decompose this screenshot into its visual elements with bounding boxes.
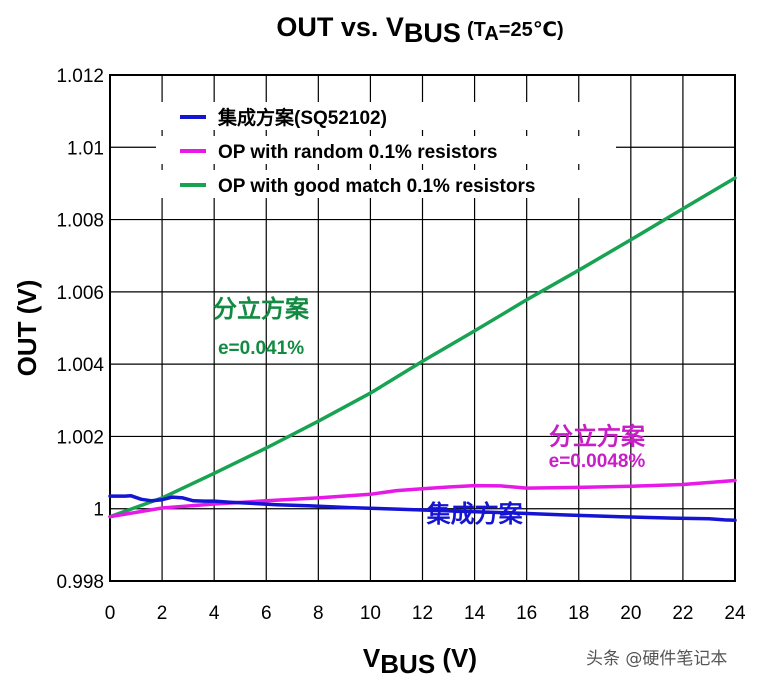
annotation-label: 分立方案 [549,422,646,450]
chart-title-subscript: BUS [404,18,461,48]
x-axis-label: VBUS (V) [363,643,477,679]
x-tick-label: 0 [105,603,116,624]
y-tick-label: 1 [93,500,104,521]
legend: 集成方案(SQ52102) OP with random 0.1% resisto… [156,102,616,198]
legend-bg [156,170,616,198]
x-tick-label: 12 [412,603,433,624]
x-tick-label: 2 [157,603,168,624]
y-axis-label: OUT (V) [12,280,42,377]
x-tick-label: 10 [360,603,381,624]
x-ticks: 0 2 4 6 8 10 12 14 16 18 20 22 24 [105,603,746,624]
chart-title-condition-rest: =25℃) [499,19,564,41]
y-ticks: 0.998 1 1.002 1.004 1.006 1.008 1.01 1.012 [56,66,104,593]
x-axis-label-main: V [363,643,381,673]
annotation-label: 集成方案 [426,500,524,528]
y-tick-label: 1.002 [56,427,104,448]
x-tick-label: 4 [209,603,220,624]
y-tick-label: 1.01 [67,138,104,159]
annotation-error: e=0.0048% [549,451,646,472]
y-tick-label: 1.006 [56,283,104,304]
series-group [108,176,737,523]
legend-bg [156,136,616,164]
x-tick-label: 8 [313,603,324,624]
x-axis-label-unit: (V) [435,643,477,673]
legend-label: 集成方案(SQ52102) [217,106,387,129]
chart-title-condition: (T [467,19,486,41]
y-tick-label: 1.004 [56,355,104,376]
legend-label: OP with random 0.1% resistors [218,142,497,163]
x-tick-label: 14 [464,603,486,624]
series-line-2 [108,176,737,519]
y-tick-label: 1.012 [56,66,104,87]
annotation-error: e=0.041% [218,338,304,359]
x-tick-label: 20 [620,603,641,624]
y-tick-label: 1.008 [56,211,104,232]
legend-bg [156,102,616,130]
legend-label: OP with good match 0.1% resistors [218,176,535,197]
chart-title-prefix: OUT vs. V [276,12,404,42]
watermark: 头条 @硬件笔记本 [586,649,728,669]
x-axis-label-subscript: BUS [380,649,435,679]
annotation-label: 分立方案 [213,295,310,323]
x-tick-label: 6 [261,603,272,624]
x-tick-label: 24 [724,603,746,624]
chart-title-condition-subscript: A [484,23,498,45]
x-tick-label: 16 [516,603,537,624]
chart-title: OUT vs. VBUS (TA=25℃) [276,12,563,48]
x-tick-label: 22 [672,603,693,624]
series-line-0 [108,493,737,523]
x-tick-label: 18 [568,603,589,624]
plot-frame [109,74,736,582]
y-tick-label: 0.998 [56,572,104,593]
